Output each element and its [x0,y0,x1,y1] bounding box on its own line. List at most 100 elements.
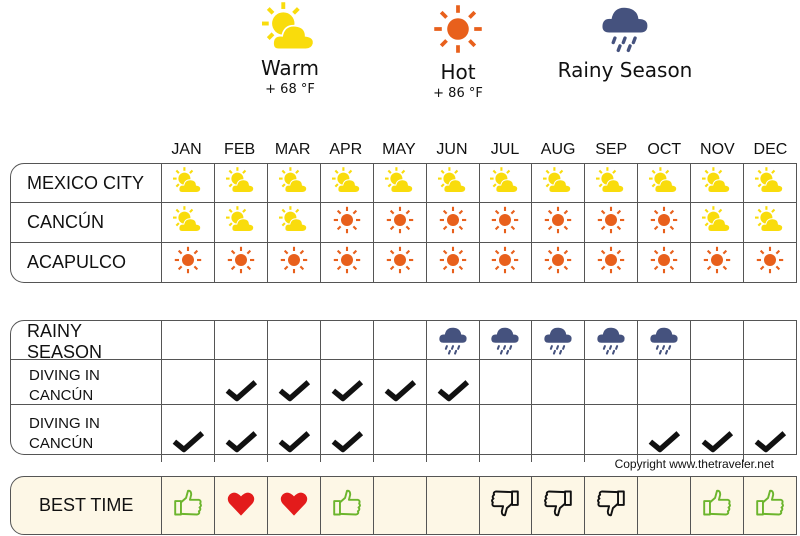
check-icon [330,372,364,411]
best-time-table: BEST TIME [10,476,797,535]
cell-aug [531,405,584,462]
row-label: MEXICO CITY [27,172,145,193]
cell-oct [637,164,690,202]
climate-table: MEXICO CITY CANCÚN ACAPULCO [10,163,797,283]
hot-icon [332,205,362,240]
hot-icon [490,205,520,240]
cell-aug [531,164,584,202]
cell-nov [690,405,743,462]
warm-icon [225,205,256,240]
table-row: MEXICO CITY [10,163,797,203]
warm-icon [172,205,203,240]
rain-icon [594,323,628,362]
month-may: MAY [382,141,416,158]
warm-icon [649,166,679,201]
month-sep: SEP [595,141,628,158]
month-mar: MAR [274,141,311,158]
hot-icon [543,245,573,280]
thumbs-up-icon [701,487,733,524]
cell-may [372,360,426,411]
cell-oct [637,321,690,363]
table-row: DIVING IN CANCÚN [10,405,797,462]
month-feb: FEB [224,141,256,158]
month-dec: DEC [753,141,788,158]
cell-nov [690,243,743,282]
check-icon [277,423,311,462]
month-jul: JUL [490,141,520,158]
table-row: ACAPULCO [10,243,797,283]
cell-may [372,164,426,202]
cell-jun [425,360,479,411]
cell-sep [584,203,637,242]
cell-oct [637,405,690,462]
cell-dec [743,203,796,242]
cell-feb [213,321,267,363]
row-label: RAINY SEASON [27,321,103,362]
hot-icon [649,205,679,240]
cell-jun [425,321,479,363]
cell-jan [161,321,214,363]
cell-apr [319,243,373,282]
legend-label: Rainy Season [557,58,693,82]
cell-jul [478,360,532,411]
cell-nov [690,321,743,363]
legend-hot: Hot + 86 °F [418,2,498,101]
check-icon [330,423,364,462]
cell-feb [213,243,267,282]
cell-oct [637,477,690,534]
thumbs-down-icon [489,487,521,524]
check-icon [224,372,258,411]
warm-icon [172,166,203,201]
hot-icon [702,245,732,280]
warm-icon [331,166,362,201]
cell-jun [425,477,479,534]
month-header: JAN FEB MAR APR MAY JUN JUL AUG SEP OCT NOV DEC [160,141,797,159]
cell-nov [690,203,743,242]
cell-jun [425,164,479,202]
cell-apr [319,360,373,411]
legend-temp: + 86 °F [433,86,483,101]
cell-apr [319,405,373,462]
check-icon [383,372,417,411]
heart-icon [279,488,309,523]
cell-aug [531,203,584,242]
cell-sep [584,477,637,534]
warm-icon [755,205,785,240]
hot-icon [332,245,362,280]
month-nov: NOV [700,141,735,158]
warm-icon [702,166,732,201]
warm-icon [250,0,330,56]
cell-oct [637,243,690,282]
cell-may [372,321,426,363]
warm-icon [225,166,256,201]
warm-icon [543,166,573,201]
cell-dec [743,164,796,202]
cell-jan [161,164,214,202]
cell-feb [213,405,267,462]
hot-icon [173,245,203,280]
table-row: DIVING IN CANCÚN [10,360,797,411]
row-label: DIVING IN CANCÚN [29,366,100,404]
cell-mar [266,405,320,462]
cell-apr [319,203,373,242]
cell-jun [425,405,479,462]
thumbs-up-icon [331,487,363,524]
cell-apr [319,477,373,534]
row-label: DIVING IN CANCÚN [29,414,100,452]
hot-icon [438,245,468,280]
cell-dec [743,360,796,411]
cell-sep [584,321,637,363]
table-row: CANCÚN [10,203,797,243]
hot-icon [596,245,626,280]
table-row: BEST TIME [10,476,797,535]
hot-icon [438,205,468,240]
rain-icon [488,323,522,362]
cell-dec [743,405,796,462]
check-icon [224,423,258,462]
cell-nov [690,360,743,411]
cell-sep [584,360,637,411]
check-icon [436,372,470,411]
hot-icon [649,245,679,280]
thumbs-down-icon [542,487,574,524]
cell-jan [161,360,214,411]
